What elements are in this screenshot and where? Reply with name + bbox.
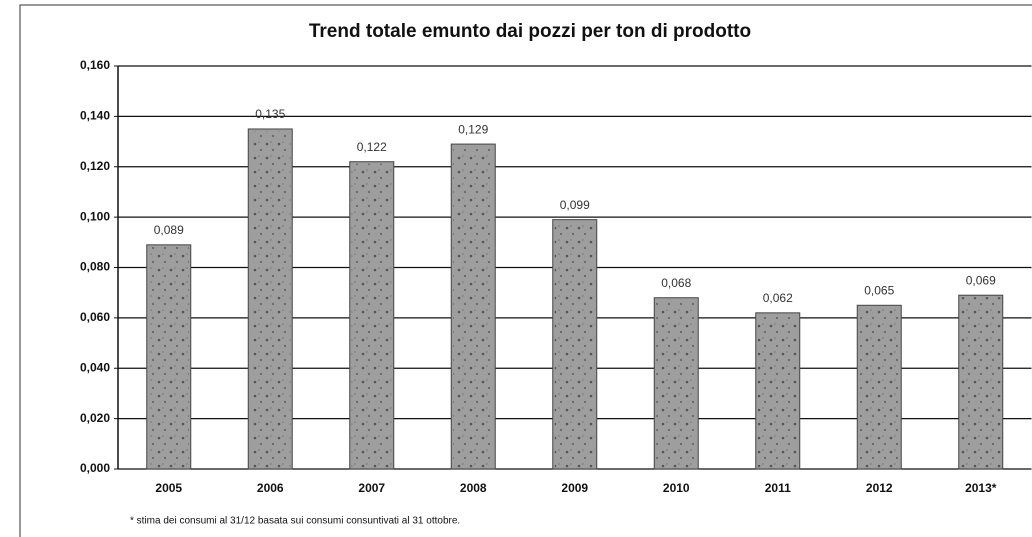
x-tick-label: 2005 — [155, 481, 182, 495]
y-tick-label: 0,140 — [80, 109, 110, 123]
chart-title: Trend totale emunto dai pozzi per ton di… — [309, 21, 751, 42]
x-tick-label: 2012 — [866, 481, 893, 495]
bar-texture — [757, 314, 798, 469]
value-label: 0,099 — [560, 198, 590, 212]
y-tick-label: 0,060 — [80, 310, 110, 324]
bar-texture — [148, 246, 189, 469]
value-label: 0,062 — [763, 291, 793, 305]
x-tick-label: 2013* — [965, 481, 997, 495]
bar-texture — [453, 146, 494, 470]
x-tick-label: 2010 — [663, 481, 690, 495]
value-label: 0,069 — [966, 273, 996, 287]
bar-texture — [250, 130, 291, 469]
frame — [19, 4, 1032, 537]
y-tick-label: 0,080 — [80, 260, 110, 274]
value-label: 0,135 — [255, 107, 285, 121]
bar-texture — [351, 163, 392, 469]
y-tick-label: 0,100 — [80, 209, 110, 223]
y-tick-label: 0,160 — [80, 58, 110, 72]
x-tick-label: 2007 — [358, 481, 385, 495]
y-tick-label: 0,000 — [80, 461, 110, 475]
x-tick-label: 2009 — [561, 481, 588, 495]
bar-texture — [859, 307, 900, 469]
value-label: 0,089 — [154, 223, 184, 237]
bar-texture — [656, 299, 697, 469]
value-label: 0,122 — [357, 140, 387, 154]
y-tick-label: 0,040 — [80, 360, 110, 374]
value-label: 0,065 — [864, 283, 894, 297]
x-tick-label: 2008 — [460, 481, 487, 495]
bar-texture — [960, 297, 1001, 469]
x-tick-label: 2011 — [765, 481, 791, 495]
bar-texture — [554, 221, 595, 469]
y-tick-label: 0,020 — [80, 411, 110, 425]
value-label: 0,068 — [661, 276, 691, 290]
footnote: * stima dei consumi al 31/12 basata sui … — [130, 516, 460, 527]
y-tick-label: 0,120 — [80, 159, 110, 173]
x-tick-label: 2006 — [257, 481, 284, 495]
value-label: 0,129 — [458, 122, 488, 136]
